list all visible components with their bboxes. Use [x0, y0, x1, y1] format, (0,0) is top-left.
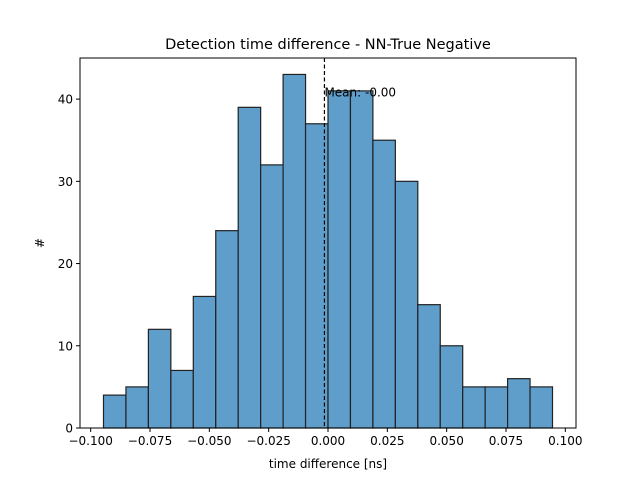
- histogram-bar: [215, 230, 239, 429]
- y-tick-label: 10: [58, 339, 73, 353]
- x-tick-label: 0.000: [311, 434, 345, 448]
- x-axis-label: time difference [ns]: [269, 457, 387, 471]
- plot-frame: [79, 57, 577, 429]
- histogram-bar: [147, 328, 172, 429]
- y-tick-label: 0: [65, 422, 73, 436]
- x-tick-label: −0.100: [68, 434, 112, 448]
- histogram-bar: [507, 378, 531, 429]
- y-tick-label: 20: [58, 257, 73, 271]
- histogram-bar: [282, 73, 307, 429]
- chart-title: Detection time difference - NN-True Nega…: [165, 37, 491, 53]
- histogram-bar: [484, 386, 509, 429]
- histogram-bar: [349, 90, 374, 429]
- histogram-bar: [102, 394, 127, 429]
- histogram-bar: [439, 345, 464, 429]
- histogram-bar: [170, 369, 194, 429]
- y-axis-label: #: [33, 238, 47, 248]
- x-tick-label: 0.050: [429, 434, 463, 448]
- histogram-bar: [125, 386, 149, 429]
- y-tick-label: 30: [58, 175, 73, 189]
- x-tick-label: −0.050: [187, 434, 231, 448]
- x-tick-label: 0.075: [489, 434, 523, 448]
- histogram-bar: [394, 180, 419, 429]
- histogram-bar: [260, 164, 284, 429]
- y-axis-ticks: 0 10 20 30 40: [58, 93, 80, 436]
- histogram-bar: [529, 386, 554, 429]
- x-axis-ticks: −0.100 −0.075 −0.050 −0.025 0.000 0.025 0.050 0…: [68, 428, 583, 448]
- histogram-bar: [192, 295, 217, 429]
- histogram-bar: [372, 139, 396, 429]
- mean-label: Mean: -0.00: [324, 86, 396, 100]
- histogram-bar: [417, 304, 441, 429]
- histogram-bar: [237, 106, 262, 429]
- x-tick-label: 0.025: [370, 434, 404, 448]
- histogram-bar: [462, 386, 486, 429]
- x-tick-label: −0.025: [246, 434, 290, 448]
- y-tick-label: 40: [58, 93, 73, 107]
- x-tick-label: 0.100: [548, 434, 582, 448]
- x-tick-label: −0.075: [128, 434, 172, 448]
- histogram-bar: [327, 90, 352, 429]
